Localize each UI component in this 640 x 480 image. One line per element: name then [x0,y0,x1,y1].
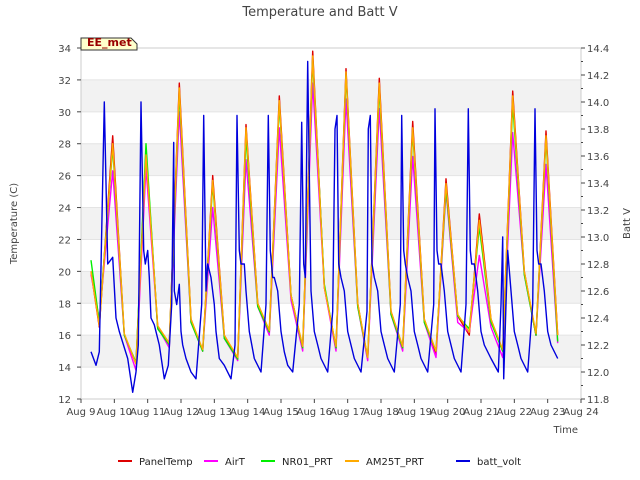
x-tick-label: Aug 14 [230,407,265,418]
legend-item: batt_volt [456,457,521,468]
x-tick-label: Aug 10 [97,407,132,418]
x-tick-label: Aug 13 [197,407,232,418]
x-tick-label: Aug 11 [130,407,165,418]
y-axis-label: Temperature (C) [9,183,20,265]
y2-tick-label: 12.4 [587,314,609,325]
y-tick-label: 30 [58,108,71,119]
y-tick-label: 18 [58,299,71,310]
y-axis-right: 11.8 12.0 12.2 12.4 12.6 12.8 13.0 13.2 13.4 13.6… [581,44,609,406]
y-axis-left: 12 14 16 18 20 22 24 26 28 30 32 34 [58,44,81,406]
y2-axis-label: Batt V [622,208,633,239]
chart-title: Temperature and Batt V [241,5,397,20]
legend-label: batt_volt [477,457,521,468]
y2-tick-label: 14.4 [587,44,609,55]
x-tick-label: Aug 24 [563,407,598,418]
y2-tick-label: 14.0 [587,98,609,109]
y-tick-label: 16 [58,331,71,342]
y2-tick-label: 11.8 [587,395,609,406]
series-line-batt-volt [90,60,559,393]
background-band [81,207,581,240]
x-tick-label: Aug 23 [530,407,565,418]
y2-tick-label: 13.0 [587,233,609,244]
y2-tick-label: 12.2 [587,341,609,352]
background-band [81,79,581,112]
background-band [81,271,581,304]
y2-tick-label: 12.0 [587,368,609,379]
y-tick-label: 32 [58,76,71,87]
legend-label: AirT [225,457,246,468]
y2-tick-label: 13.6 [587,152,609,163]
y2-tick-label: 13.8 [587,125,609,136]
series-layer [90,50,559,393]
x-tick-label: Aug 15 [263,407,298,418]
station-label-text: EE_met [87,36,132,49]
legend-label: AM25T_PRT [366,457,425,468]
background-bands [81,79,581,368]
y-tick-label: 20 [58,267,71,278]
x-tick-label: Aug 16 [297,407,332,418]
y-tick-label: 26 [58,172,71,183]
x-tick-label: Aug 18 [363,407,398,418]
station-label-box: EE_met [80,36,138,51]
legend-item: AM25T_PRT [345,457,425,468]
legend-item: AirT [204,457,246,468]
x-tick-label: Aug 17 [330,407,365,418]
legend: PanelTemp AirT NR01_PRT AM25T_PRT batt_volt [118,457,521,468]
station-label-shape [80,37,138,51]
background-band [81,143,581,176]
x-tick-label: Aug 22 [497,407,532,418]
legend-item: NR01_PRT [261,457,333,468]
y-tick-label: 14 [58,363,71,374]
y-tick-label: 22 [58,235,71,246]
x-tick-label: Aug 12 [163,407,198,418]
y2-tick-label: 14.2 [587,71,609,82]
legend-label: PanelTemp [139,457,193,468]
y-tick-label: 24 [58,204,71,215]
y2-tick-label: 13.2 [587,206,609,217]
y-tick-label: 34 [58,44,71,55]
y-tick-label: 12 [58,395,71,406]
legend-item: PanelTemp [118,457,193,468]
y2-tick-label: 12.8 [587,260,609,271]
legend-label: NR01_PRT [282,457,333,468]
x-tick-label: Aug 20 [430,407,465,418]
x-axis-label: Time [553,425,578,436]
x-tick-label: Aug 21 [463,407,498,418]
y-tick-label: 28 [58,140,71,151]
y2-tick-label: 13.4 [587,179,609,190]
x-tick-label: Aug 9 [66,407,95,418]
x-tick-label: Aug 19 [397,407,432,418]
y2-tick-label: 12.6 [587,287,609,298]
